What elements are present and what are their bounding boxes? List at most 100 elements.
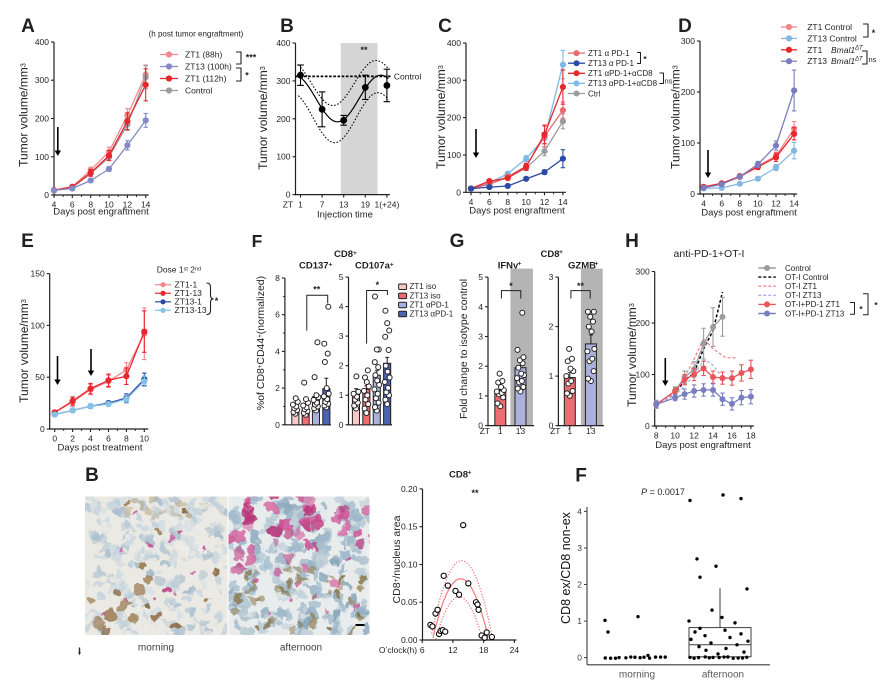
svg-text:0: 0 — [44, 190, 49, 200]
svg-text:0: 0 — [52, 434, 57, 444]
svg-text:OT-I+PD-1 ZT13: OT-I+PD-1 ZT13 — [785, 309, 845, 318]
svg-text:OT-I+PD-1 ZT1: OT-I+PD-1 ZT1 — [785, 300, 840, 309]
svg-text:1: 1 — [298, 200, 303, 210]
svg-text:13: 13 — [586, 426, 596, 436]
svg-text:H: H — [625, 231, 639, 252]
svg-text:ΔT: ΔT — [854, 57, 864, 63]
svg-text:ZT13 αPD-1+αCD8: ZT13 αPD-1+αCD8 — [588, 79, 658, 88]
svg-text:B: B — [280, 16, 294, 37]
svg-text:1(+24): 1(+24) — [374, 200, 399, 210]
svg-text:8: 8 — [124, 434, 129, 444]
svg-text:12: 12 — [448, 645, 458, 655]
svg-text:ZT1: ZT1 — [807, 45, 822, 55]
svg-text:Fold change to isotype control: Fold change to isotype control — [458, 279, 470, 419]
svg-text:200: 200 — [636, 318, 650, 328]
svg-text:3: 3 — [339, 331, 344, 341]
svg-text:G: G — [450, 231, 465, 252]
svg-text:6: 6 — [719, 199, 724, 209]
svg-text:ZT1-1: ZT1-1 — [175, 280, 198, 290]
svg-text:4: 4 — [52, 200, 57, 210]
svg-text:10: 10 — [670, 431, 680, 441]
svg-text:ZT: ZT — [480, 426, 490, 436]
svg-text:CD8+/nucleus area: CD8+/nucleus area — [391, 515, 403, 603]
svg-text:10: 10 — [140, 434, 150, 444]
svg-text:F: F — [575, 466, 587, 487]
svg-text:morning: morning — [619, 670, 655, 681]
svg-text:400: 400 — [447, 38, 461, 48]
svg-text:100: 100 — [681, 138, 695, 148]
svg-text:ZT1 α PD-1: ZT1 α PD-1 — [588, 49, 630, 58]
svg-text:Tumor volume/mm3: Tumor volume/mm3 — [17, 299, 31, 403]
svg-text:CD107a+: CD107a+ — [355, 261, 394, 272]
svg-text:6: 6 — [106, 434, 111, 444]
svg-text:1: 1 — [577, 616, 582, 626]
svg-text:Days post engraftment: Days post engraftment — [469, 206, 565, 217]
svg-text:Injection time: Injection time — [317, 210, 373, 221]
svg-text:ZT13: ZT13 — [807, 56, 827, 66]
svg-text:**: ** — [313, 285, 321, 295]
svg-text:ZT1 (88h): ZT1 (88h) — [185, 50, 222, 60]
svg-text:8: 8 — [654, 431, 659, 441]
svg-text:ZT1 Control: ZT1 Control — [807, 22, 852, 32]
svg-text:Oʼclock(h): Oʼclock(h) — [379, 645, 417, 655]
svg-text:ZT13-1: ZT13-1 — [175, 297, 203, 307]
svg-text:7: 7 — [320, 200, 325, 210]
svg-text:6: 6 — [275, 310, 280, 320]
svg-text:+: + — [468, 470, 472, 477]
svg-text:8: 8 — [737, 199, 742, 209]
svg-text:Control: Control — [785, 264, 811, 273]
svg-text:Tumor volume/mm3: Tumor volume/mm3 — [669, 65, 683, 169]
svg-text:200: 200 — [276, 114, 290, 124]
svg-text:16: 16 — [727, 431, 737, 441]
svg-text:***: *** — [246, 53, 257, 63]
svg-text:200: 200 — [35, 114, 49, 124]
svg-text:ZT1-13: ZT1-13 — [175, 288, 203, 298]
svg-text:2: 2 — [549, 322, 554, 332]
svg-text:Tumor volume/mm3: Tumor volume/mm3 — [256, 66, 270, 170]
svg-text:2: 2 — [275, 383, 280, 393]
svg-text:100: 100 — [35, 152, 49, 162]
svg-text:morning: morning — [138, 643, 174, 654]
svg-text:CD137+: CD137+ — [299, 261, 333, 272]
svg-text:14: 14 — [141, 200, 151, 210]
svg-text:8: 8 — [275, 273, 280, 283]
svg-text:+: + — [518, 261, 522, 268]
svg-text:3: 3 — [478, 332, 483, 342]
svg-text:12: 12 — [123, 200, 133, 210]
svg-text:10: 10 — [104, 200, 114, 210]
svg-text:4: 4 — [478, 302, 483, 312]
svg-text:C: C — [438, 16, 452, 37]
svg-text:0: 0 — [40, 424, 45, 434]
svg-text:Bmal1: Bmal1 — [831, 45, 855, 55]
svg-text:ZT13 iso: ZT13 iso — [410, 291, 442, 300]
svg-text:CD8+: CD8+ — [334, 249, 357, 260]
svg-text:CD8 ex/CD8 non-ex: CD8 ex/CD8 non-ex — [559, 511, 573, 624]
svg-text:CD8: CD8 — [449, 470, 468, 481]
svg-text:Bmal1: Bmal1 — [831, 56, 855, 66]
svg-text:Days post treatment: Days post treatment — [57, 443, 142, 454]
svg-text:Tumor volume/mm3: Tumor volume/mm3 — [434, 65, 448, 169]
svg-text:0.20: 0.20 — [401, 484, 418, 494]
svg-text:B: B — [85, 465, 99, 486]
svg-text:GZMB: GZMB — [568, 261, 596, 272]
svg-text:0.00: 0.00 — [401, 635, 418, 645]
svg-text:*: * — [376, 280, 380, 290]
svg-text:400: 400 — [276, 38, 290, 48]
svg-text:100: 100 — [31, 320, 45, 330]
svg-text:0.10: 0.10 — [401, 560, 418, 570]
svg-text:6: 6 — [70, 200, 75, 210]
svg-text:*: * — [509, 281, 513, 291]
svg-text:ZT1 αPD-1: ZT1 αPD-1 — [410, 300, 450, 309]
svg-text:F: F — [252, 231, 263, 251]
svg-text:8: 8 — [505, 197, 510, 207]
svg-text:Days post engraftment: Days post engraftment — [701, 208, 797, 219]
svg-text:13: 13 — [516, 426, 526, 436]
svg-text:300: 300 — [447, 75, 461, 85]
svg-text:300: 300 — [35, 75, 49, 85]
svg-text:24: 24 — [510, 645, 520, 655]
svg-text:ZT1 αPD-1+αCD8: ZT1 αPD-1+αCD8 — [588, 69, 653, 78]
svg-text:0.15: 0.15 — [401, 522, 418, 532]
svg-text:50: 50 — [35, 372, 45, 382]
svg-text:4: 4 — [469, 197, 474, 207]
svg-text:**: ** — [577, 281, 585, 291]
